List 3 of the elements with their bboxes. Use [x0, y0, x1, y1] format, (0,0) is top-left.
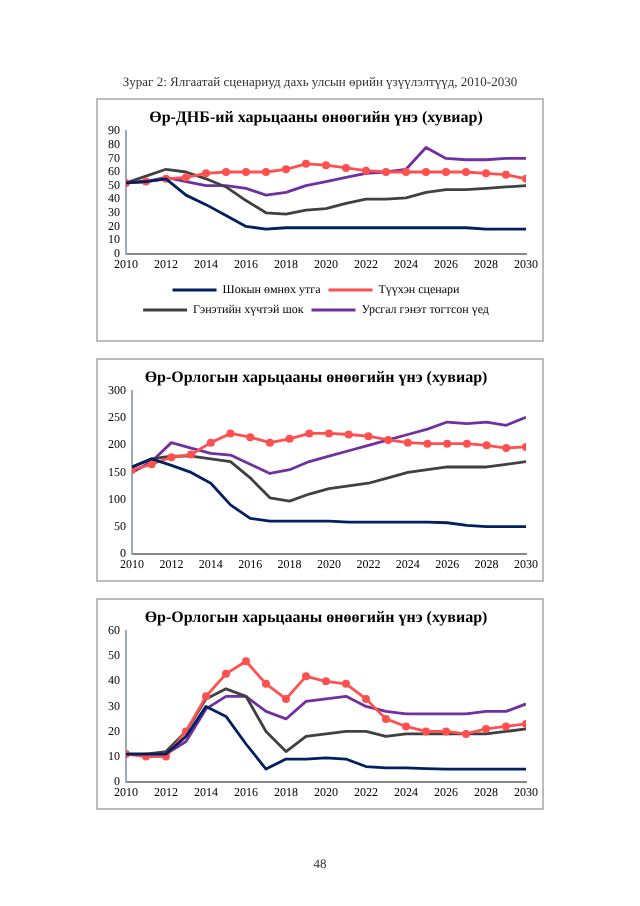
chart-title: Өр-ДНБ-ий харьцааны өнөөгийн үнэ (хувиар)	[149, 107, 484, 126]
chart-title: Өр-Орлогын харьцааны өнөөгийн үнэ (хувиар)	[144, 607, 489, 626]
chart-title: Өр-Орлогын харьцааны өнөөгийн үнэ (хувиар)	[144, 367, 489, 386]
